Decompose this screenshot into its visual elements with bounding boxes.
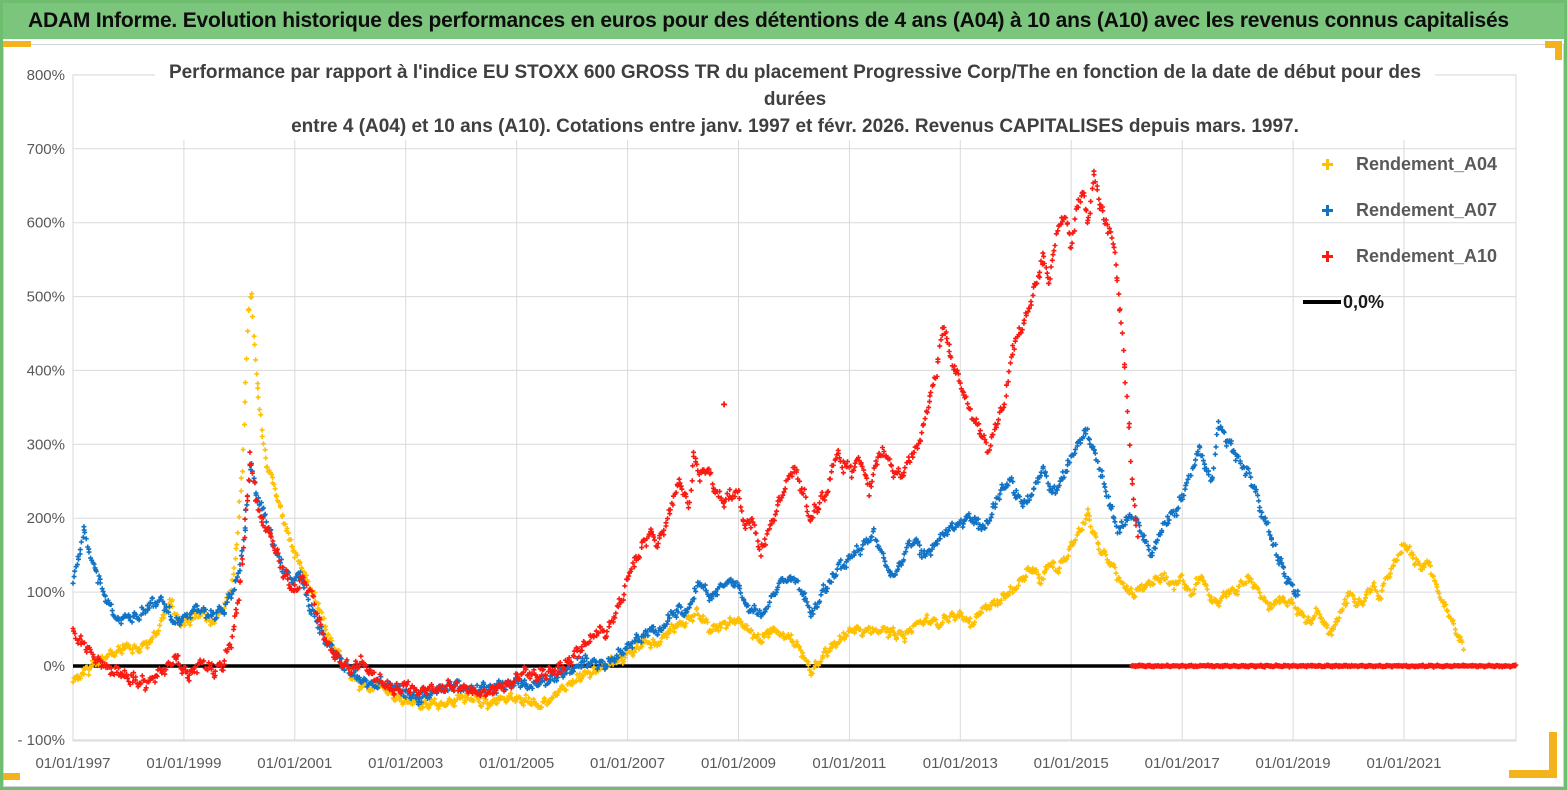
- legend-label: Rendement_A07: [1356, 199, 1498, 220]
- x-tick-label: 01/01/2011: [812, 755, 886, 772]
- performance-scatter-chart[interactable]: 800% 700% 600% 500% 400% 300% 200% 100% 0% - 100%…: [3, 3, 1567, 790]
- legend-item-zero-line[interactable]: 0,0%: [1303, 279, 1553, 325]
- chart-title-line2: entre 4 (A04) et 10 ans (A10). Cotations…: [291, 116, 1299, 137]
- chart-title-line1: Performance par rapport à l'indice EU ST…: [168, 62, 1422, 110]
- y-tick-label: 400%: [27, 362, 65, 379]
- axis-labels: 800% 700% 600% 500% 400% 300% 200% 100% 0% - 100%…: [17, 67, 1441, 772]
- x-tick-label: 01/01/2009: [701, 755, 776, 772]
- black-line-marker-icon: [1303, 300, 1341, 304]
- x-tick-label: 01/01/2003: [368, 755, 443, 772]
- y-tick-label: 0%: [43, 658, 65, 675]
- x-tick-label: 01/01/1997: [35, 755, 110, 772]
- y-tick-label: 500%: [27, 289, 65, 306]
- series-rendement_a10[interactable]: [70, 168, 1141, 699]
- page-title: ADAM Informe. Evolution historique des p…: [28, 9, 1509, 32]
- selection-corner-bottom-right: [1509, 770, 1557, 778]
- x-tick-label: 01/01/2013: [923, 755, 998, 772]
- plus-marker-icon: [1321, 158, 1334, 171]
- x-tick-label: 01/01/2001: [257, 755, 332, 772]
- y-tick-label: 100%: [27, 584, 65, 601]
- y-tick-label: 600%: [27, 215, 65, 232]
- y-tick-label: 300%: [27, 436, 65, 453]
- x-tick-label: 01/01/2007: [590, 755, 665, 772]
- plus-marker-icon: [1321, 250, 1334, 263]
- x-tick-label: 01/01/2005: [479, 755, 554, 772]
- legend-label: 0,0%: [1343, 291, 1385, 312]
- header-banner: ADAM Informe. Evolution historique des p…: [3, 3, 1564, 39]
- series-rendement_a07[interactable]: [70, 419, 1301, 707]
- selection-corner-bottom-left: [3, 773, 20, 780]
- chart-title: Performance par rapport à l'indice EU ST…: [155, 59, 1435, 140]
- selection-corner-top-left: [3, 41, 31, 47]
- outlier-point: [721, 401, 728, 408]
- y-tick-label: 800%: [27, 67, 65, 84]
- selection-corner-top-right-arm: [1555, 41, 1562, 60]
- x-tick-label: 01/01/1999: [146, 755, 221, 772]
- legend-label: Rendement_A04: [1356, 153, 1498, 174]
- selection-corner-top-right: [1545, 41, 1562, 48]
- legend-item-rendement-a07[interactable]: Rendement_A07: [1303, 187, 1553, 233]
- x-tick-label: 01/01/2017: [1145, 755, 1220, 772]
- legend-item-rendement-a04[interactable]: Rendement_A04: [1303, 141, 1553, 187]
- x-tick-label: 01/01/2021: [1366, 755, 1441, 772]
- y-tick-label: 200%: [27, 510, 65, 527]
- selection-corner-bottom-right-arm: [1549, 732, 1557, 778]
- x-tick-label: 01/01/2015: [1034, 755, 1109, 772]
- chart-legend: Rendement_A04 Rendement_A07 Rendement_A1…: [1303, 141, 1553, 325]
- x-tick-label: 01/01/2019: [1256, 755, 1331, 772]
- series-rendement_a10-zero-scatter: [1129, 662, 1519, 670]
- legend-item-rendement-a10[interactable]: Rendement_A10: [1303, 233, 1553, 279]
- legend-label: Rendement_A10: [1356, 245, 1498, 266]
- y-tick-label: 700%: [27, 141, 65, 158]
- plus-marker-icon: [1321, 204, 1334, 217]
- y-tick-label: - 100%: [17, 732, 65, 749]
